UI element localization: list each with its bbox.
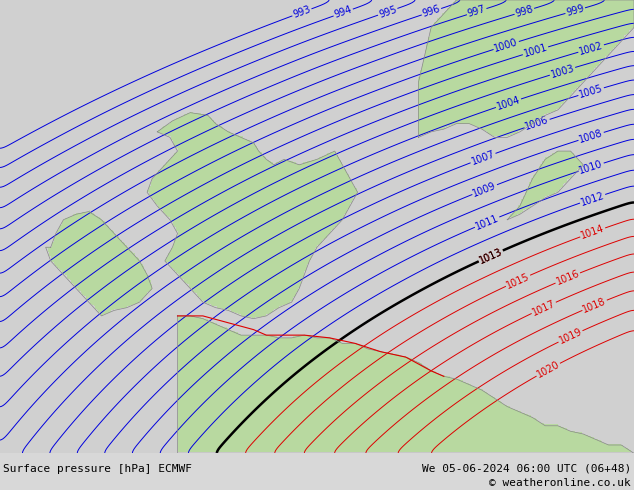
Text: 1007: 1007: [470, 149, 496, 167]
Text: Surface pressure [hPa] ECMWF: Surface pressure [hPa] ECMWF: [3, 464, 192, 473]
Text: 996: 996: [421, 4, 442, 19]
Text: 1013: 1013: [477, 246, 504, 266]
Text: 1013: 1013: [477, 246, 504, 266]
Text: 1006: 1006: [524, 115, 550, 132]
Text: 994: 994: [333, 5, 354, 20]
Text: 1014: 1014: [579, 223, 606, 241]
Text: 1003: 1003: [549, 63, 576, 79]
Text: 999: 999: [565, 3, 585, 18]
Text: 1001: 1001: [522, 42, 548, 59]
Text: 1017: 1017: [531, 298, 557, 318]
Text: 1009: 1009: [472, 180, 498, 199]
Text: 1016: 1016: [555, 269, 581, 287]
Text: 1004: 1004: [495, 95, 522, 112]
Text: 997: 997: [467, 4, 487, 19]
Text: 1002: 1002: [578, 40, 604, 57]
Text: 1018: 1018: [581, 296, 608, 315]
Text: 1019: 1019: [557, 326, 584, 346]
Text: © weatheronline.co.uk: © weatheronline.co.uk: [489, 478, 631, 488]
Text: 1010: 1010: [578, 159, 604, 176]
Text: 1012: 1012: [579, 190, 606, 207]
Text: 995: 995: [377, 4, 398, 20]
Text: 1011: 1011: [474, 213, 500, 231]
Text: We 05-06-2024 06:00 UTC (06+48): We 05-06-2024 06:00 UTC (06+48): [422, 464, 631, 473]
Text: 1000: 1000: [493, 37, 519, 54]
Text: 993: 993: [292, 4, 313, 20]
Text: 1008: 1008: [578, 128, 604, 145]
Text: 998: 998: [514, 4, 534, 19]
Text: 1020: 1020: [535, 359, 561, 380]
Text: 1005: 1005: [578, 83, 604, 100]
Text: 1015: 1015: [505, 271, 531, 291]
